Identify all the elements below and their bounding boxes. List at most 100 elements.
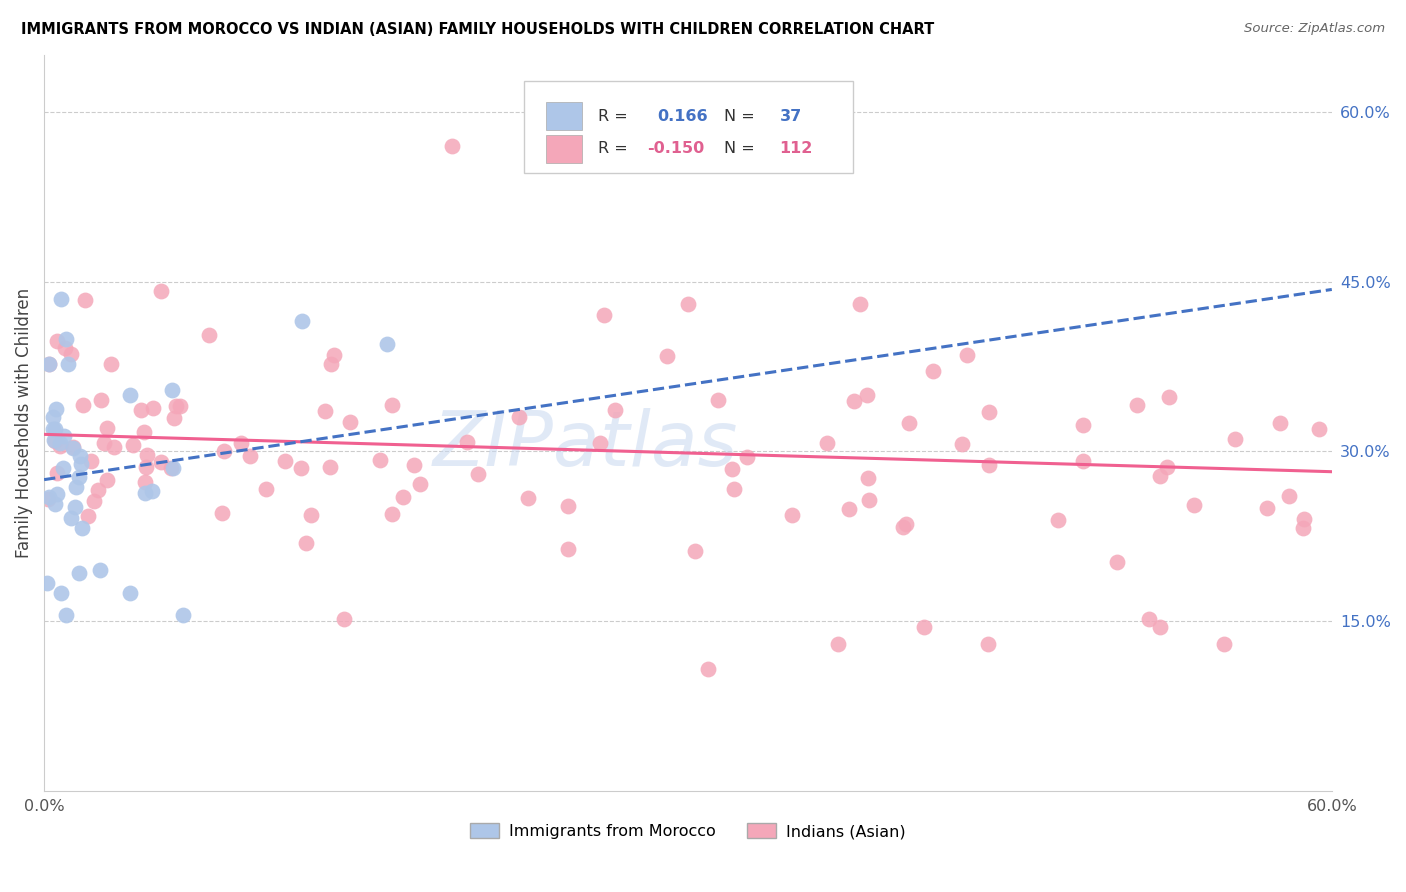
Point [49,436,72,450]
Point [56,357,79,371]
Point [1292,521,1315,535]
Point [70,521,93,535]
Text: Source: ZipAtlas.com: Source: ZipAtlas.com [1244,22,1385,36]
Point [51,586,73,600]
Point [592,308,614,322]
Point [93,435,115,450]
Point [86,483,108,497]
Point [67,470,90,484]
Point [69,449,91,463]
Point [1213,637,1236,651]
Point [83,494,105,508]
Point [735,450,758,464]
Point [46,466,69,480]
Point [136,448,159,462]
Point [956,348,979,362]
Point [922,364,945,378]
Point [103,441,125,455]
Point [392,491,415,505]
Point [1047,513,1070,527]
Point [1294,511,1316,525]
Point [198,328,221,343]
Point [60,511,83,525]
Point [838,502,860,516]
Point [950,437,973,451]
Point [977,405,1000,419]
Point [38,490,60,504]
Point [38,357,60,371]
Point [683,544,706,558]
Point [150,284,173,298]
Point [721,461,744,475]
Point [517,491,540,505]
Point [135,459,157,474]
Point [1073,417,1095,432]
Point [815,435,838,450]
Text: IMMIGRANTS FROM MOROCCO VS INDIAN (ASIAN) FAMILY HOUSEHOLDS WITH CHILDREN CORREL: IMMIGRANTS FROM MOROCCO VS INDIAN (ASIAN… [21,22,935,37]
Point [1137,612,1160,626]
Point [76,508,98,523]
Point [118,586,141,600]
Point [254,482,277,496]
Point [782,508,804,523]
Text: 112: 112 [779,141,813,156]
Text: N =: N = [724,141,755,156]
Text: ZIPatlas: ZIPatlas [432,409,738,482]
Point [339,415,361,429]
Point [314,403,336,417]
Text: 0.166: 0.166 [657,109,707,124]
Point [697,662,720,676]
Point [132,425,155,439]
Point [1071,454,1094,468]
Point [172,607,194,622]
Point [1278,489,1301,503]
Point [59,347,82,361]
Point [844,393,866,408]
Point [162,461,184,475]
Point [134,486,156,500]
Point [100,358,122,372]
Point [319,460,342,475]
Point [118,388,141,402]
Point [467,467,489,481]
Point [80,454,103,468]
Point [53,429,76,443]
Point [44,497,66,511]
Point [96,421,118,435]
Point [41,410,63,425]
Point [51,292,73,306]
Point [657,350,679,364]
Point [45,401,67,416]
Point [52,461,75,475]
Point [1126,398,1149,412]
Point [49,439,72,453]
Point [1149,469,1171,483]
Point [589,436,612,450]
Point [409,476,432,491]
Point [912,620,935,634]
Point [37,575,59,590]
Point [165,399,187,413]
Point [377,336,399,351]
Point [723,482,745,496]
Point [290,460,312,475]
Point [557,500,579,514]
Point [381,507,404,521]
Point [42,434,65,448]
Point [404,458,426,472]
Point [977,637,1000,651]
Point [45,334,67,348]
Point [301,508,323,522]
Bar [547,135,582,162]
Point [381,398,404,412]
Text: N =: N = [724,109,755,124]
Point [456,434,478,449]
Point [70,457,93,471]
Point [69,566,91,581]
Point [706,392,728,407]
Point [134,475,156,490]
Point [75,293,97,307]
Point [96,473,118,487]
Point [141,484,163,499]
Point [212,443,235,458]
